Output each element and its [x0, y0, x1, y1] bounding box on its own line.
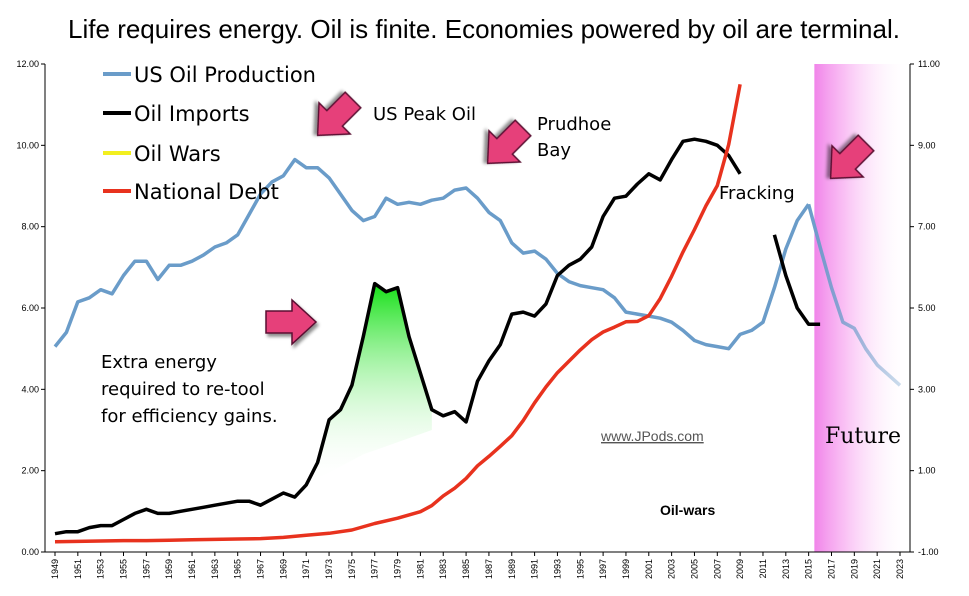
x-tick-label: 1995	[575, 559, 585, 579]
x-tick-label: 1983	[438, 559, 448, 579]
x-tick-label: 1955	[119, 559, 129, 579]
x-tick-label: 2001	[644, 559, 654, 579]
y-left-tick-label: 6.00	[21, 303, 39, 313]
future-region	[814, 64, 910, 552]
y-left-tick-label: 0.00	[21, 547, 39, 557]
arrow-fracking	[829, 134, 875, 180]
legend-label-us-oil-production: US Oil Production	[134, 63, 316, 87]
x-tick-label: 1951	[73, 559, 83, 579]
series-line-oil-imports-fracking-era	[772, 234, 821, 327]
annotation-arrows	[265, 91, 875, 346]
x-tick-label: 1949	[50, 559, 60, 579]
x-tick-label: 1975	[347, 559, 357, 579]
x-tick-label: 1985	[461, 559, 471, 579]
y-left-tick-label: 8.00	[21, 222, 39, 232]
x-tick-label: 1973	[324, 559, 334, 579]
x-tick-label: 2023	[895, 559, 905, 579]
x-tick-label: 2003	[667, 559, 677, 579]
y-right-tick-label: 5.00	[918, 303, 936, 313]
x-tick-label: 1999	[621, 559, 631, 579]
y-axis-left-ticks: 0.00 2.00 4.00 6.00 8.00 10.00 12.00	[16, 59, 45, 557]
y-left-tick-label: 12.00	[16, 59, 39, 69]
x-tick-label: 1967	[256, 559, 266, 579]
chart-title: Life requires energy. Oil is finite. Eco…	[68, 14, 900, 44]
x-tick-label: 2009	[735, 559, 745, 579]
y-left-tick-label: 4.00	[21, 384, 39, 394]
legend-label-oil-imports: Oil Imports	[134, 102, 250, 126]
y-right-tick-label: 9.00	[918, 140, 936, 150]
x-tick-label: 1959	[164, 559, 174, 579]
x-tick-label: 2011	[758, 559, 768, 578]
x-tick-label: 1997	[598, 559, 608, 579]
x-tick-label: 1961	[187, 559, 197, 579]
annotation-extra-energy-line1: Extra energy	[101, 352, 217, 373]
x-axis-ticks: 1949 1951 1953 1955 1957 1959 1961 1963 1965 1967…	[50, 552, 905, 579]
x-tick-label: 2015	[804, 559, 814, 579]
series-lines	[53, 83, 902, 552]
arrow-peak-oil	[316, 91, 362, 137]
annotation-fracking: Fracking	[719, 183, 795, 204]
x-tick-label: 1963	[210, 559, 220, 579]
x-tick-label: 1977	[370, 559, 380, 579]
arrow-extra-energy	[265, 298, 318, 346]
x-tick-label: 1957	[141, 559, 151, 579]
x-tick-label: 1987	[484, 559, 494, 579]
x-tick-label: 1969	[278, 559, 288, 579]
x-tick-label: 2005	[689, 559, 699, 579]
x-tick-label: 2013	[781, 559, 791, 579]
x-tick-label: 1991	[530, 559, 540, 579]
y-right-tick-label: 3.00	[918, 384, 936, 394]
y-left-tick-label: 10.00	[16, 140, 39, 150]
series-line-us-oil-production-projected	[806, 203, 902, 387]
y-right-tick-label: 11.00	[918, 59, 940, 69]
annotation-us-peak-oil: US Peak Oil	[373, 104, 476, 125]
x-tick-label: 2017	[826, 559, 836, 579]
x-tick-label: 1989	[507, 559, 517, 579]
jpods-url: www.JPods.com	[600, 428, 704, 444]
series-line-oil-imports	[54, 137, 742, 536]
legend-label-national-debt: National Debt	[134, 180, 279, 204]
y-right-tick-label: 7.00	[918, 222, 936, 232]
x-tick-label: 2021	[872, 559, 882, 579]
legend: US Oil Production Oil Imports Oil Wars N…	[103, 63, 316, 204]
annotation-oil-wars: Oil-wars	[660, 502, 715, 518]
annotation-prudhoe: Prudhoe	[537, 114, 611, 135]
x-tick-label: 1971	[301, 559, 311, 579]
annotation-extra-energy-line2: required to re-tool	[101, 379, 265, 400]
y-right-tick-label: 1.00	[918, 466, 936, 476]
x-tick-label: 1979	[393, 559, 403, 579]
y-axis-right-ticks: -1.00 1.00 3.00 5.00 7.00 9.00 11.00	[910, 59, 940, 557]
annotation-extra-energy-line3: for efficiency gains.	[101, 406, 278, 427]
x-tick-label: 2019	[849, 559, 859, 579]
annotations: US Peak Oil Prudhoe Bay Fracking Extra e…	[101, 104, 901, 518]
arrow-prudhoe-bay	[486, 119, 532, 165]
x-tick-label: 2007	[712, 559, 722, 579]
x-tick-label: 1965	[233, 559, 243, 579]
x-tick-label: 1981	[415, 559, 425, 579]
series-line-us-oil-production	[53, 157, 811, 351]
extra-energy-area	[306, 283, 432, 485]
axes	[44, 64, 911, 553]
series-line-national-debt	[54, 83, 742, 544]
y-right-tick-label: -1.00	[918, 547, 939, 557]
x-tick-label: 1993	[552, 559, 562, 579]
x-tick-label: 1953	[96, 559, 106, 579]
y-left-tick-label: 2.00	[21, 466, 39, 476]
annotation-bay: Bay	[537, 140, 571, 161]
legend-label-oil-wars: Oil Wars	[134, 142, 221, 166]
annotation-future: Future	[825, 424, 901, 449]
